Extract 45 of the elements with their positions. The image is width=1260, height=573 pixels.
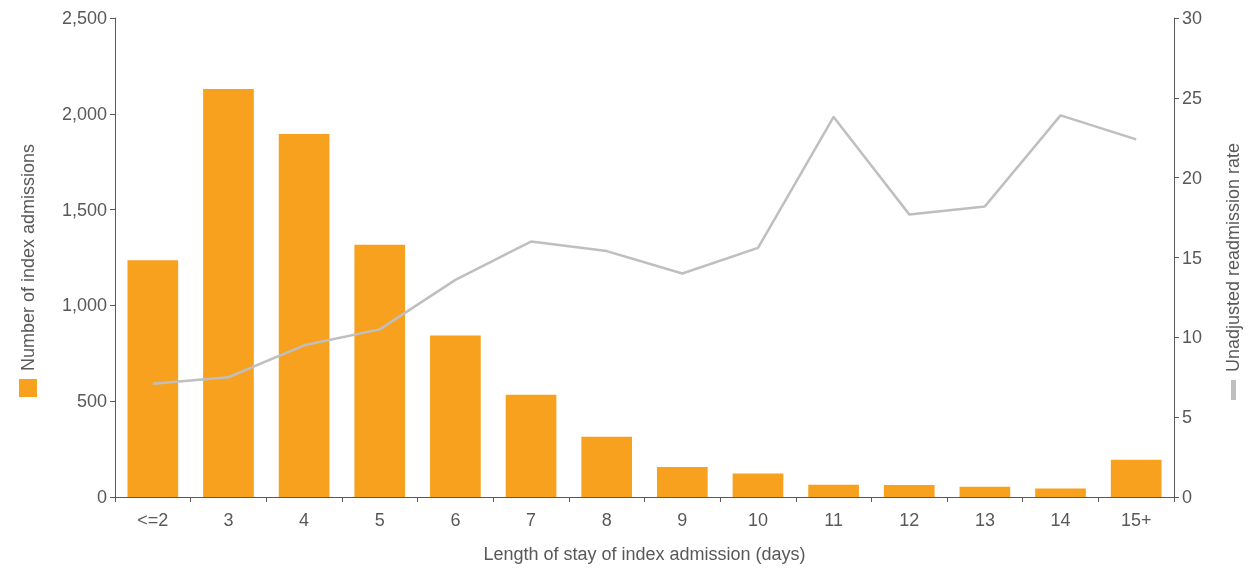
x-tick-label: 9 xyxy=(677,510,688,530)
x-tick-label: 8 xyxy=(601,510,612,530)
y-tick-label: 1,500 xyxy=(61,199,107,220)
bar xyxy=(959,486,1011,497)
y2-tick-label: 15 xyxy=(1182,247,1203,268)
x-tick-label: 3 xyxy=(223,510,234,530)
y2-tick-label: 0 xyxy=(1182,487,1193,507)
line-series xyxy=(151,114,1138,385)
y-axis-title: Number of index admissions xyxy=(18,143,38,372)
bar xyxy=(278,134,330,497)
x-tick-label: 5 xyxy=(374,510,385,530)
y-tick-label: 1,000 xyxy=(61,295,107,316)
y2-tick-label: 10 xyxy=(1182,327,1203,348)
bar xyxy=(732,473,784,497)
y-tick-label: 0 xyxy=(96,487,107,507)
x-tick-label: 12 xyxy=(899,510,920,530)
bar xyxy=(656,466,708,497)
y2-tick-label: 30 xyxy=(1182,8,1203,28)
x-tick-label: 11 xyxy=(824,510,843,530)
bar xyxy=(430,335,481,497)
bar xyxy=(203,89,254,497)
bar xyxy=(808,484,859,497)
x-tick-label: 7 xyxy=(526,510,537,530)
y2-axis-title: Unadjusted readmission rate xyxy=(1223,142,1243,373)
y2-tick-label: 25 xyxy=(1182,87,1203,108)
y2-tick-label: 5 xyxy=(1182,407,1193,428)
x-tick-label: 6 xyxy=(450,510,461,530)
y-tick-label: 2,000 xyxy=(61,103,107,124)
y-tick-label: 500 xyxy=(76,391,107,412)
x-tick-label: <=2 xyxy=(137,510,169,530)
bar xyxy=(1110,459,1162,497)
x-tick-label: 13 xyxy=(974,510,995,530)
x-tick-label: 4 xyxy=(299,510,310,530)
bar xyxy=(505,394,557,497)
y-tick-label: 2,500 xyxy=(61,8,107,28)
x-tick-label: 15+ xyxy=(1120,510,1152,530)
x-tick-label: 14 xyxy=(1050,510,1071,530)
x-tick-label: 10 xyxy=(747,510,768,530)
bar xyxy=(581,436,633,497)
bar xyxy=(127,260,179,497)
bar xyxy=(883,484,935,497)
x-axis-title: Length of stay of index admission (days) xyxy=(483,544,806,564)
bar xyxy=(354,244,406,497)
y2-tick-label: 20 xyxy=(1182,167,1203,188)
bar xyxy=(1035,488,1086,497)
